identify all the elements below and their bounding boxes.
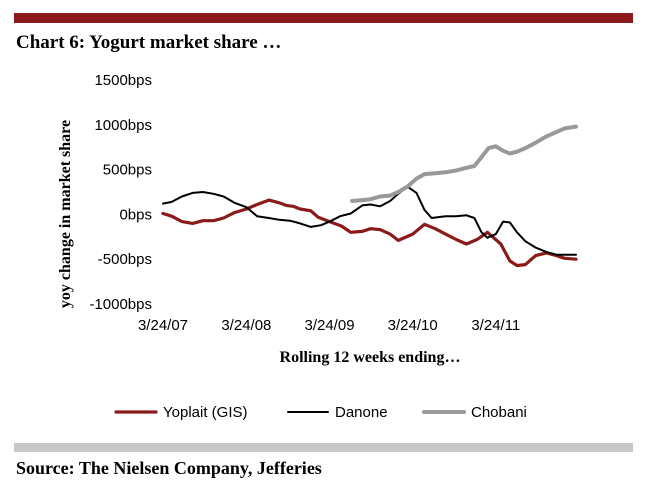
y-tick-label: 500bps: [103, 162, 152, 179]
series-line-yoplait-gis: [161, 198, 578, 268]
y-tick-label: 1000bps: [94, 117, 152, 134]
series-lines: [161, 124, 578, 268]
source-note: Source: The Nielsen Company, Jefferies: [16, 458, 322, 478]
y-tick-label: 1500bps: [94, 72, 152, 89]
x-tick-label: 3/24/10: [388, 317, 438, 334]
bottom-divider-bar: [14, 443, 633, 452]
x-tick-label: 3/24/11: [471, 317, 520, 334]
y-tick-label: -500bps: [98, 251, 152, 268]
x-tick-label: 3/24/07: [138, 317, 188, 334]
top-accent-bar: [14, 13, 633, 23]
x-axis-ticks: 3/24/07 3/24/08 3/24/09 3/24/10 3/24/11: [138, 317, 520, 334]
series-line-chobani: [350, 124, 578, 203]
y-axis-title: yoy change in market share: [57, 120, 74, 308]
x-tick-label: 3/24/08: [221, 317, 271, 334]
x-axis-title: Rolling 12 weeks ending…: [280, 349, 461, 366]
chart-title: Chart 6: Yogurt market share …: [16, 32, 282, 53]
chart-legend: Yoplait (GIS) Danone Chobani: [114, 404, 527, 421]
legend-label: Yoplait (GIS): [163, 404, 248, 421]
x-tick-label: 3/24/09: [304, 317, 354, 334]
y-axis-ticks: 1500bps 1000bps 500bps 0bps -500bps -1000bps: [89, 72, 152, 313]
legend-label: Danone: [335, 404, 388, 421]
y-tick-label: -1000bps: [89, 296, 152, 313]
legend-label: Chobani: [471, 404, 527, 421]
series-line-danone: [162, 185, 577, 256]
y-tick-label: 0bps: [119, 206, 152, 223]
